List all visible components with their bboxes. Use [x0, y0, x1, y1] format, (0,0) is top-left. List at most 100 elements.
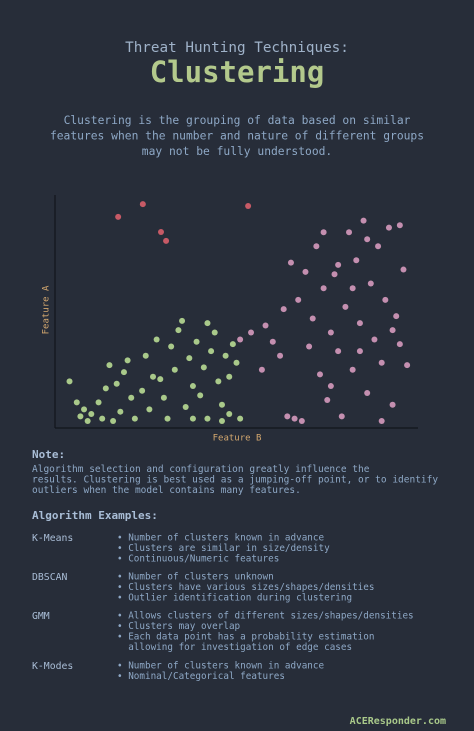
point [298, 418, 305, 425]
description-line: may not be fully understood. [142, 145, 332, 158]
point [302, 268, 309, 275]
point [88, 411, 95, 418]
point [171, 366, 178, 373]
point [338, 413, 345, 420]
point [157, 376, 164, 383]
point [335, 261, 342, 268]
point [393, 313, 400, 320]
point [316, 371, 323, 378]
point [324, 397, 331, 404]
point [218, 401, 225, 408]
point [327, 383, 334, 390]
point [189, 415, 196, 422]
point [102, 385, 109, 392]
point [164, 415, 171, 422]
point [211, 329, 218, 336]
point [142, 352, 149, 359]
point [233, 359, 240, 366]
point [389, 401, 396, 408]
point [218, 418, 225, 425]
point [375, 243, 382, 250]
point [346, 229, 353, 236]
algorithm-point: • Each data point has a probability esti… [117, 632, 374, 643]
point [404, 362, 411, 369]
point [222, 352, 229, 359]
point [291, 415, 298, 422]
point [280, 306, 287, 313]
point [237, 336, 244, 343]
point [99, 415, 106, 422]
description-line: Clustering is the grouping of data based… [64, 114, 411, 127]
point [229, 341, 236, 348]
point [110, 418, 117, 425]
point [364, 390, 371, 397]
point [204, 320, 211, 327]
point [331, 271, 338, 278]
point [146, 406, 153, 413]
point [226, 373, 233, 380]
point [163, 237, 170, 244]
algorithm-point: • Clusters have various sizes/shapes/den… [117, 582, 374, 593]
point [168, 343, 175, 350]
point [356, 348, 363, 355]
point [382, 296, 389, 303]
note-line: outliers when the model contains many fe… [32, 485, 301, 496]
point [153, 336, 160, 343]
point [179, 317, 186, 324]
point [182, 404, 189, 411]
point [117, 408, 124, 415]
point [277, 352, 284, 359]
x-axis-label: Feature B [213, 434, 262, 444]
point [287, 259, 294, 266]
point [378, 359, 385, 366]
point [160, 394, 167, 401]
point [364, 236, 371, 243]
algorithm-point: • Allows clusters of different sizes/sha… [117, 611, 414, 622]
point [371, 336, 378, 343]
point [139, 201, 146, 208]
examples-heading: Algorithm Examples: [32, 509, 158, 522]
point [189, 383, 196, 390]
y-axis-label: Feature A [42, 285, 52, 334]
point [349, 366, 356, 373]
algorithm-point: • Continuous/Numeric features [117, 554, 279, 565]
point [208, 348, 215, 355]
point [226, 411, 233, 418]
point [73, 399, 80, 406]
point [269, 338, 276, 345]
algorithm-point: • Clusters may overlap [117, 621, 241, 632]
point [342, 303, 349, 310]
point [150, 373, 157, 380]
point [84, 418, 91, 425]
algorithm-point: • Number of clusters known in advance [117, 661, 324, 672]
point [245, 202, 252, 209]
point [128, 394, 135, 401]
point [360, 217, 367, 224]
point [313, 243, 320, 250]
point [77, 413, 84, 420]
algorithm-point: • Clusters are similar in size/density [117, 543, 330, 554]
footer: ACEResponder.com [350, 716, 446, 727]
point [284, 413, 291, 420]
algorithm-point: • Number of clusters known in advance [117, 533, 324, 544]
point [131, 415, 138, 422]
algorithm-name: DBSCAN [32, 572, 67, 583]
point [139, 387, 146, 394]
point [81, 406, 88, 413]
algorithm-name: K-Means [32, 533, 73, 544]
point [320, 285, 327, 292]
point [385, 224, 392, 231]
point [327, 329, 334, 336]
point [396, 222, 403, 229]
note-line: results. Clustering is best used as a ju… [32, 475, 438, 486]
note-line: Algorithm selection and configuration gr… [32, 464, 370, 475]
point [175, 327, 182, 334]
point [320, 229, 327, 236]
point [186, 355, 193, 362]
point [356, 320, 363, 327]
point [124, 357, 131, 364]
point [106, 362, 113, 369]
point [113, 380, 120, 387]
title: Threat Hunting Techniques: [125, 40, 349, 56]
